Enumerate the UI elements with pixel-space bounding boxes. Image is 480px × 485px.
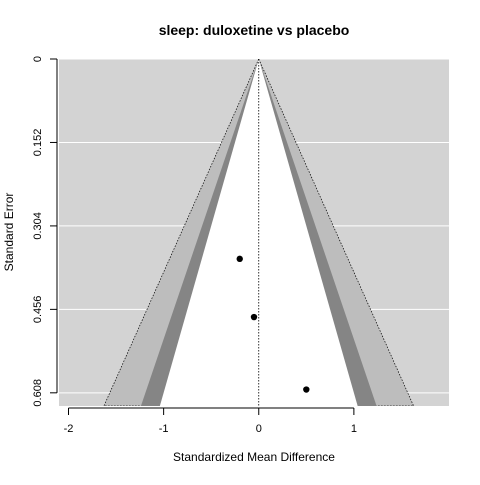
- x-axis-label: Standardized Mean Difference: [173, 450, 335, 464]
- y-tick-label: 0.608: [32, 379, 44, 407]
- plot-panel: [59, 59, 449, 406]
- study-point: [236, 255, 243, 263]
- y-tick-label: 0.304: [32, 212, 44, 240]
- x-tick-label: -1: [159, 423, 169, 435]
- x-tick-label: -2: [64, 423, 74, 435]
- y-axis-label: Standard Error: [2, 193, 16, 272]
- chart-title: sleep: duloxetine vs placebo: [159, 22, 350, 38]
- y-tick-label: 0.152: [32, 129, 44, 157]
- contour-region-90: [159, 59, 358, 406]
- x-tick-label: 0: [256, 423, 262, 435]
- study-point: [250, 313, 258, 321]
- y-tick-label: 0: [32, 56, 44, 62]
- y-tick-label: 0.456: [32, 296, 44, 324]
- study-point: [303, 386, 310, 393]
- x-tick-label: 1: [351, 423, 357, 435]
